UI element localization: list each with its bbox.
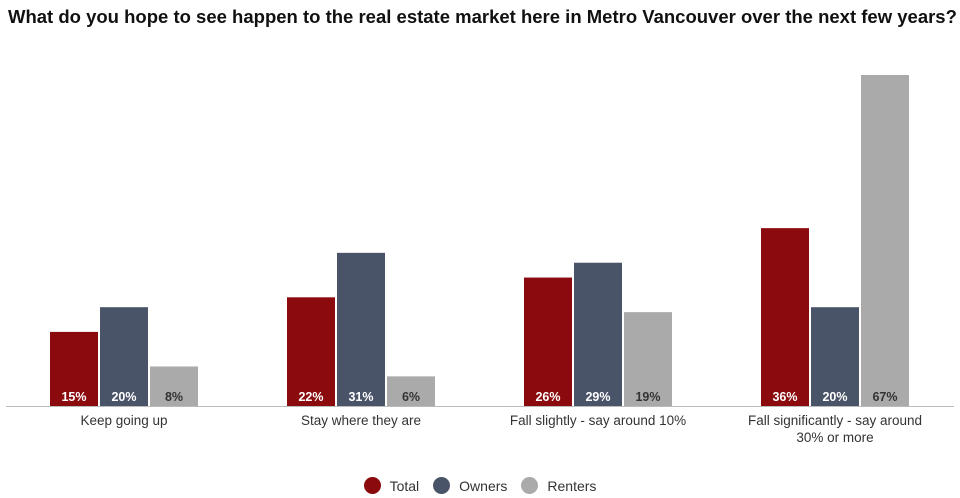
- value-label-renters-1: 8%: [165, 390, 183, 404]
- bar-owners-2[interactable]: [337, 252, 385, 406]
- legend: Total Owners Renters: [0, 477, 960, 494]
- category-label-1: Keep going up: [80, 413, 167, 428]
- category-label-4: Fall significantly - say around 30% or mo…: [748, 413, 922, 445]
- legend-item-total[interactable]: Total: [363, 477, 420, 494]
- legend-item-owners[interactable]: Owners: [433, 477, 507, 494]
- value-labels-group: 15% 20% 8% 22% 31% 6% 26% 29% 19% 36% 20% 67%: [61, 390, 897, 404]
- bar-total-4[interactable]: [761, 228, 809, 406]
- value-label-renters-2: 6%: [402, 390, 420, 404]
- legend-swatch-owners: [433, 477, 451, 494]
- value-label-owners-2: 31%: [348, 390, 373, 404]
- category-labels-group: Keep going up Stay where they are Fall sli…: [80, 413, 922, 445]
- legend-item-renters[interactable]: Renters: [521, 477, 596, 494]
- bar-total-2[interactable]: [287, 297, 335, 406]
- legend-label-owners: Owners: [459, 477, 508, 494]
- legend-swatch-renters: [521, 477, 539, 494]
- legend-swatch-total: [363, 477, 381, 494]
- bar-owners-3[interactable]: [574, 262, 622, 406]
- value-label-owners-4: 20%: [822, 390, 847, 404]
- bar-chart: 15% 20% 8% 22% 31% 6% 26% 29% 19% 36% 20% 67% Keep …: [6, 75, 954, 445]
- value-label-renters-4: 67%: [872, 390, 897, 404]
- value-label-total-1: 15%: [61, 390, 86, 404]
- value-label-total-4: 36%: [772, 390, 797, 404]
- legend-label-renters: Renters: [547, 477, 597, 494]
- bar-renters-3[interactable]: [624, 312, 672, 406]
- bar-owners-4[interactable]: [811, 307, 859, 406]
- bars-group: [50, 75, 909, 406]
- bar-owners-1[interactable]: [100, 307, 148, 406]
- category-label-3: Fall slightly - say around 10%: [510, 413, 686, 428]
- chart-title: What do you hope to see happen to the re…: [8, 6, 957, 27]
- category-label-2: Stay where they are: [301, 413, 421, 428]
- legend-label-total: Total: [389, 477, 420, 494]
- value-label-renters-3: 19%: [635, 390, 660, 404]
- bar-renters-2[interactable]: [387, 376, 435, 406]
- bar-renters-4[interactable]: [861, 75, 909, 406]
- value-label-owners-1: 20%: [111, 390, 136, 404]
- value-label-total-2: 22%: [298, 390, 323, 404]
- value-label-total-3: 26%: [535, 390, 560, 404]
- bar-total-3[interactable]: [524, 277, 572, 406]
- bar-total-1[interactable]: [50, 331, 98, 406]
- bar-renters-1[interactable]: [150, 366, 198, 406]
- value-label-owners-3: 29%: [585, 390, 610, 404]
